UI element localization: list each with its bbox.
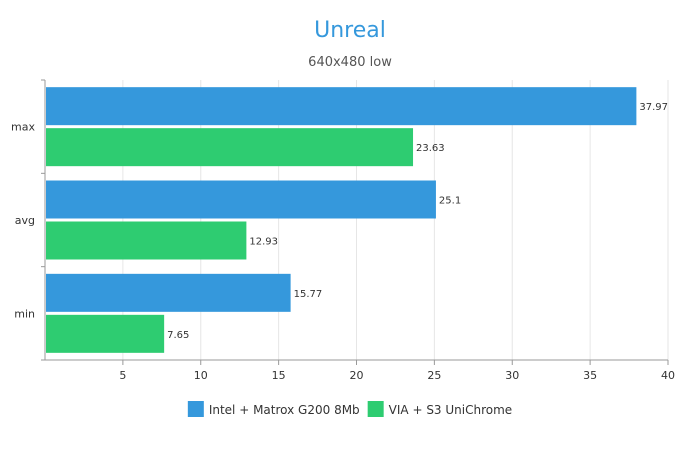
category-label-min: min [14,307,35,320]
data-label-min-series-0: 15.77 [294,289,323,300]
x-tick-label-25: 25 [427,369,441,382]
x-tick-label-5: 5 [119,369,126,382]
x-tick-label-30: 30 [505,369,519,382]
data-label-avg-series-1: 12.93 [249,237,278,248]
bar-min-series-0 [46,273,291,312]
x-tick-label-10: 10 [194,369,208,382]
legend-label-1: VIA + S3 UniChrome [389,403,513,417]
data-label-max-series-1: 23.63 [416,143,445,154]
category-label-max: max [11,121,35,134]
data-label-max-series-0: 37.97 [639,102,668,113]
legend-item-1: VIA + S3 UniChrome [367,401,513,417]
bar-avg-series-0 [46,180,436,219]
chart-subtitle: 640x480 low [308,55,392,70]
bar-max-series-0 [46,87,637,126]
legend: Intel + Matrox G200 8Mb VIA + S3 UniChrom… [187,401,513,417]
chart-title: Unreal [314,18,386,43]
x-tick-label-15: 15 [272,369,286,382]
grid [122,80,669,360]
legend-label-0: Intel + Matrox G200 8Mb [209,403,360,417]
bar-min-series-1 [46,314,165,353]
data-label-min-series-1: 7.65 [167,330,189,341]
legend-swatch-1 [367,401,384,417]
x-tick-label-40: 40 [661,369,675,382]
bars: 37.97 23.63 25.1 12.93 15.77 7.65 [46,87,668,353]
axes: 5 10 15 20 25 30 35 40 max avg min [11,79,675,382]
bar-max-series-1 [46,128,414,167]
data-label-avg-series-0: 25.1 [439,196,461,207]
x-tick-label-35: 35 [583,369,597,382]
legend-swatch-0 [187,401,204,417]
x-tick-label-20: 20 [350,369,364,382]
bar-avg-series-1 [46,221,247,260]
legend-item-0: Intel + Matrox G200 8Mb [187,401,360,417]
category-label-avg: avg [15,214,35,227]
